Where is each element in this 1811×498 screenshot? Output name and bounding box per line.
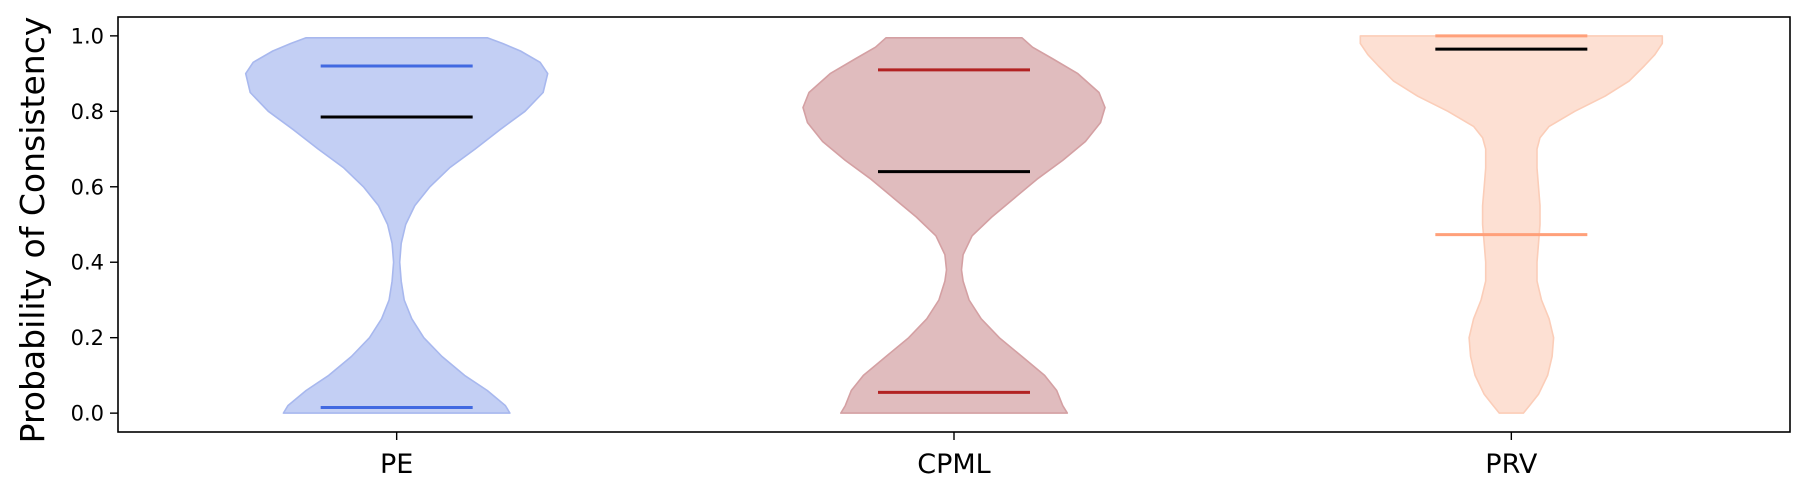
y-tick-label: 0.8 [71, 100, 104, 124]
y-axis: 0.0 0.2 0.4 0.6 0.8 1.0 [71, 24, 118, 426]
y-tick-label: 1.0 [71, 24, 104, 48]
y-tick-label: 0.0 [71, 402, 104, 426]
x-axis: PE CPML PRV [380, 432, 1538, 480]
violin-pe [244, 37, 549, 414]
violin-cpml [802, 37, 1106, 414]
y-tick-label: 0.4 [71, 251, 104, 275]
stat-lines-layer [320, 34, 1588, 409]
violin-prv [1359, 35, 1664, 414]
x-tick-label-prv: PRV [1485, 449, 1538, 480]
y-tick-label: 0.2 [71, 326, 104, 350]
y-axis-title: Probability of Consistency [13, 17, 52, 444]
x-tick-label-cpml: CPML [917, 449, 990, 480]
y-tick-label: 0.6 [71, 175, 104, 199]
violins-layer [244, 35, 1664, 414]
x-tick-label-pe: PE [380, 449, 413, 480]
